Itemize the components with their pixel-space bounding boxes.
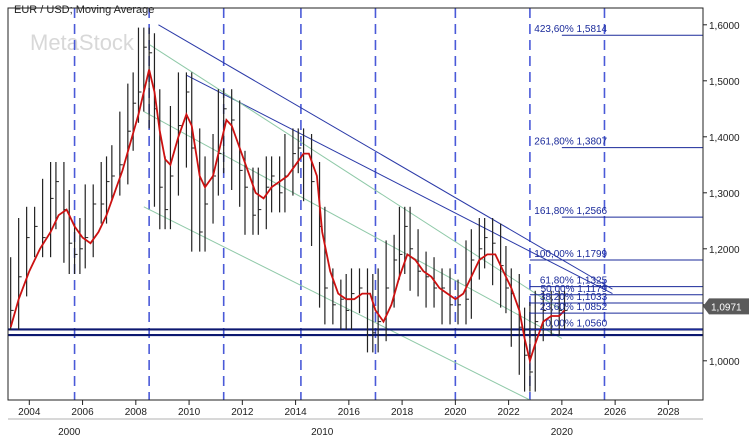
x-tick-label-8: 2020 (444, 407, 467, 418)
fib-label-3: 100,00% 1,1799 (534, 249, 607, 260)
decade-label-1: 2010 (311, 427, 334, 438)
watermark: MetaStock (30, 30, 135, 55)
x-tick-label-3: 2010 (178, 407, 201, 418)
x-tick-label-4: 2012 (231, 407, 254, 418)
trendline-1 (186, 74, 613, 295)
x-tick-label-6: 2016 (338, 407, 361, 418)
plot-border (7, 7, 704, 401)
fib-label-6: 38,20% 1,1033 (540, 292, 608, 303)
y-tick-label-2: 1,2000 (709, 245, 740, 256)
chart-title: EUR / USD; Moving Average (14, 4, 154, 16)
fib-label-1: 261,80% 1,3807 (534, 137, 607, 148)
trendline-4 (143, 206, 531, 400)
decade-label-0: 2000 (58, 427, 81, 438)
fib-label-2: 161,80% 1,2566 (534, 206, 607, 217)
x-tick-label-2: 2008 (125, 407, 148, 418)
price-bars (10, 27, 568, 392)
y-tick-label-0: 1,0000 (709, 357, 740, 368)
fib-label-5: 50,00% 1,1179 (541, 284, 608, 295)
plot-layer: 423,60% 1,5814 261,80% 1,3807 161,80% 1,25… (8, 8, 703, 400)
y-tick-label-5: 1,5000 (709, 77, 740, 88)
plot-area: 423,60% 1,5814 261,80% 1,3807 161,80% 1,25… (8, 8, 703, 400)
fib-label-4: 61,80% 1,1325 (540, 276, 608, 287)
fib-levels: 423,60% 1,5814 261,80% 1,3807 161,80% 1,25… (529, 24, 703, 330)
x-tick-label-9: 2022 (497, 407, 520, 418)
x-tick-label-12: 2028 (657, 407, 680, 418)
x-tick-label-7: 2018 (391, 407, 414, 418)
last-price-tag (703, 298, 749, 315)
x-tick-label-5: 2014 (284, 407, 307, 418)
x-tick-label-11: 2026 (604, 407, 627, 418)
x-tick-label-0: 2004 (18, 407, 41, 418)
fib-label-8: 0,00% 1,0560 (545, 318, 607, 329)
moving-average-line (9, 69, 566, 365)
fib-label-0: 423,60% 1,5814 (534, 24, 607, 35)
y-tick-label-4: 1,4000 (709, 133, 740, 144)
fib-label-7: 23,60% 1,0852 (540, 302, 608, 313)
x-tick-label-10: 2024 (551, 407, 574, 418)
last-price-label: 1,0971 (711, 302, 742, 313)
y-tick-label-3: 1,3000 (709, 189, 740, 200)
x-tick-label-1: 2006 (71, 407, 94, 418)
y-tick-label-6: 1,6000 (709, 21, 740, 32)
trendline-0 (158, 24, 613, 290)
axis-layer: 2004 2006 2008 2010 2012 2014 2016 2018 2020 2022… (8, 21, 749, 438)
decade-label-2: 2020 (551, 427, 574, 438)
